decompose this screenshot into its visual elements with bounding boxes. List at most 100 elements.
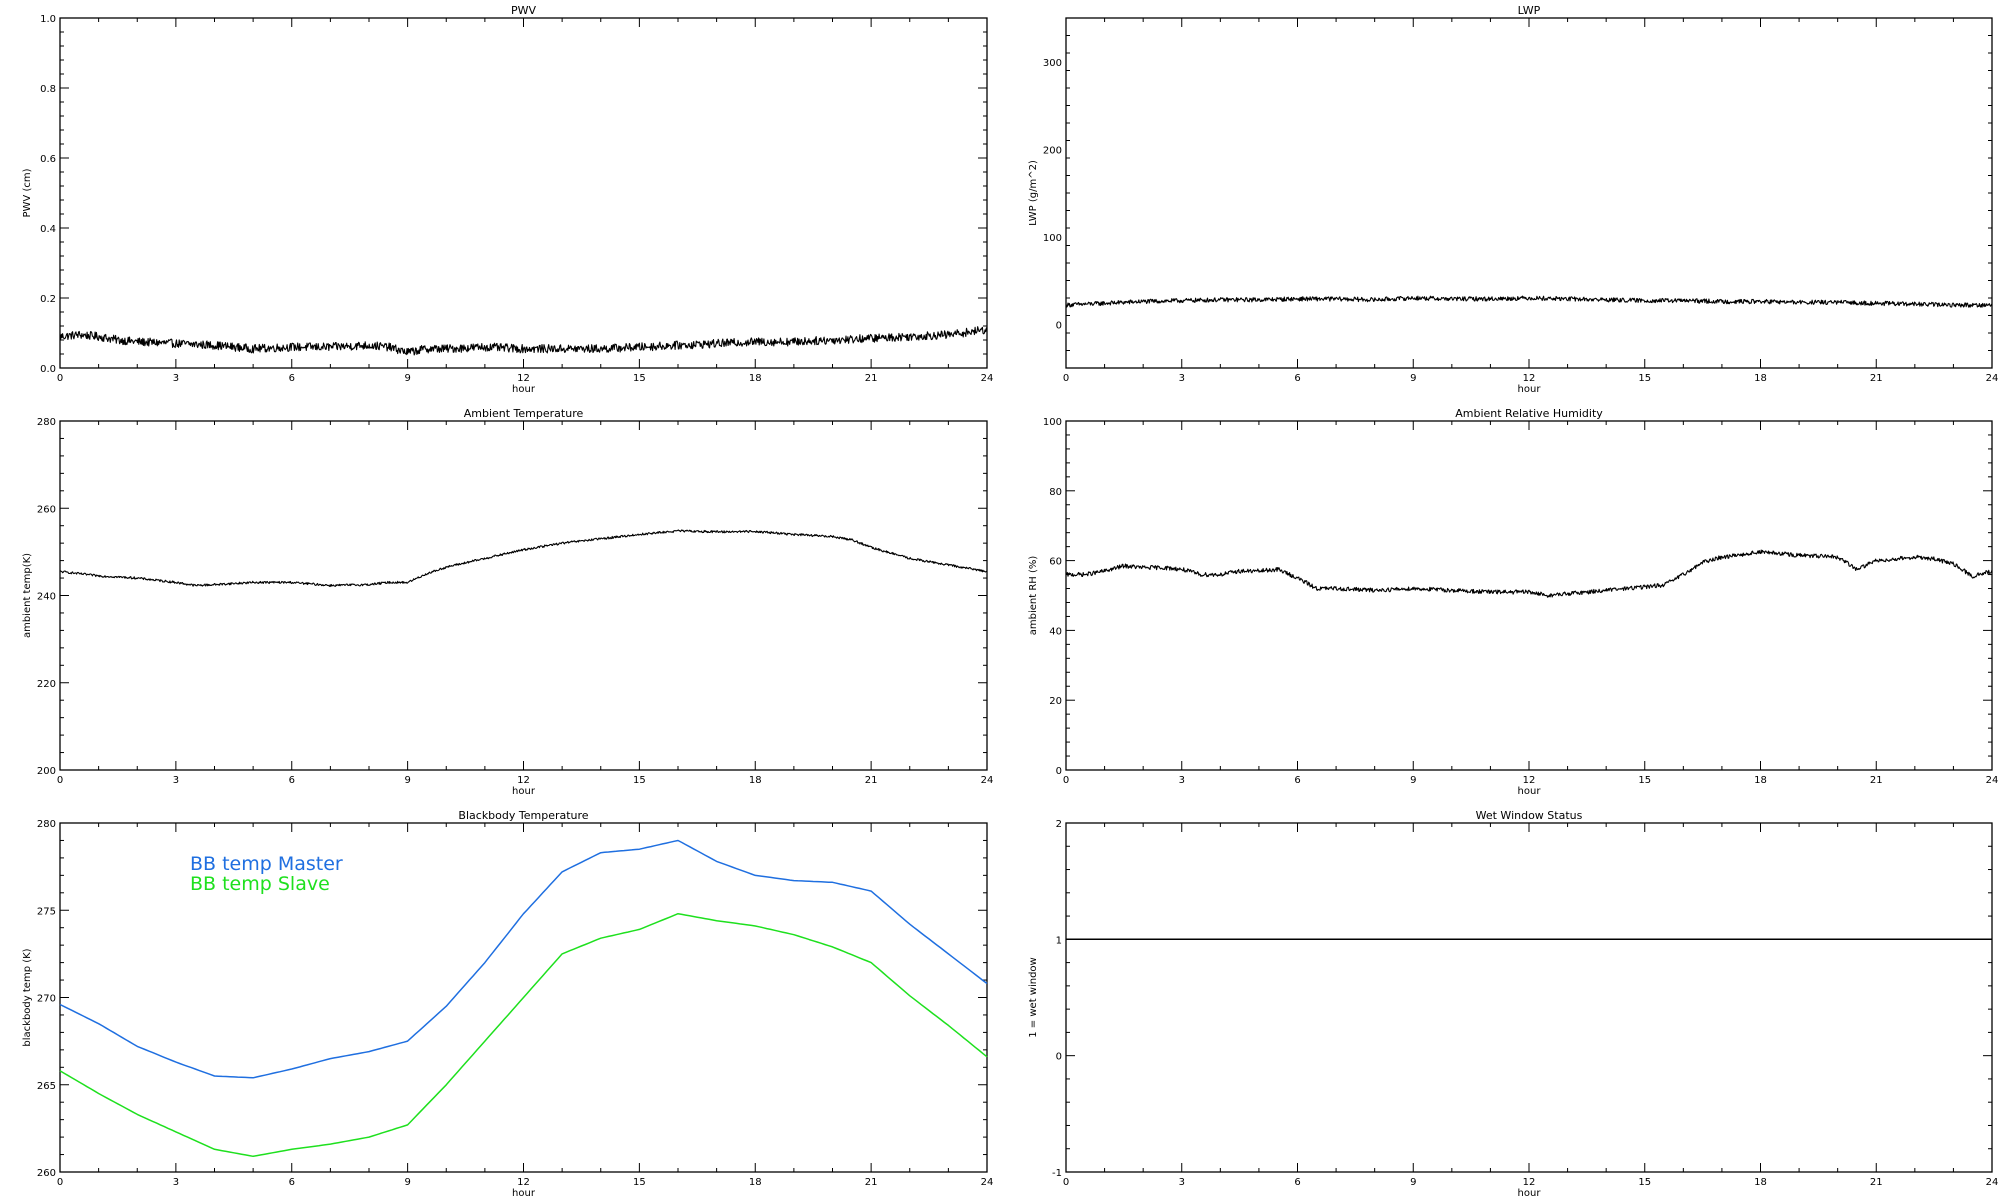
y-tick-label: 0.6 [40,154,56,165]
y-tick-label: 300 [1043,58,1062,69]
series-line-lwp [1065,295,1993,308]
y-axis-label: LWP (g/m^2) [1028,160,1039,226]
x-axis-label: hour [1518,786,1542,797]
x-tick-label: 9 [1410,373,1416,384]
x-tick-label: 12 [1523,1177,1536,1188]
y-tick-label: 1.0 [40,14,56,25]
plot-frame [1065,420,1993,771]
y-tick-label: 40 [1049,626,1062,637]
x-tick-label: 12 [1523,373,1536,384]
chart-title: Wet Window Status [1476,809,1583,822]
x-tick-label: 6 [1294,373,1300,384]
series-line-bb-temp-master [59,839,988,1079]
y-tick-label: 60 [1049,557,1062,568]
x-tick-label: 0 [1063,775,1069,786]
plot-frame [59,420,988,771]
x-tick-label: 15 [633,373,646,384]
x-tick-label: 12 [1523,775,1536,786]
y-tick-label: 0.4 [40,224,56,235]
chart-title: Blackbody Temperature [458,809,588,822]
x-tick-label: 24 [1986,1177,1999,1188]
y-tick-label: 260 [37,1168,56,1179]
plot-frame [1065,17,1993,369]
x-tick-label: 6 [1294,1177,1300,1188]
y-tick-label: 80 [1049,487,1062,498]
series-line-rh [1065,549,1993,598]
x-tick-label: 18 [749,1177,762,1188]
y-tick-label: 0 [1056,766,1062,777]
x-tick-label: 3 [173,373,179,384]
y-tick-label: -1 [1052,1168,1062,1179]
x-tick-label: 9 [404,1177,410,1188]
x-tick-label: 0 [1063,373,1069,384]
y-tick-label: 260 [37,504,56,515]
x-tick-label: 6 [289,775,295,786]
x-tick-label: 24 [1986,373,1999,384]
x-tick-label: 21 [865,373,878,384]
x-tick-label: 12 [517,1177,530,1188]
x-tick-label: 24 [981,373,994,384]
y-tick-label: 0.2 [40,294,56,305]
y-tick-label: 265 [37,1081,56,1092]
series-line-temp [60,529,988,588]
x-tick-label: 21 [1870,775,1883,786]
series-line-bb-temp-slave [59,912,988,1158]
y-tick-label: 220 [37,679,56,690]
y-tick-label: 280 [37,819,56,830]
x-tick-label: 6 [289,1177,295,1188]
x-tick-label: 21 [1870,1177,1883,1188]
x-tick-label: 18 [1754,775,1767,786]
x-tick-label: 3 [173,1177,179,1188]
x-axis-label: hour [512,1188,536,1199]
x-tick-label: 24 [1986,775,1999,786]
x-axis-label: hour [1518,384,1542,395]
x-tick-label: 6 [1294,775,1300,786]
chart-title: Ambient Temperature [464,407,584,420]
series-line-pwv [59,326,988,356]
y-axis-label: ambient temp(K) [22,553,33,638]
y-tick-label: 280 [37,417,56,428]
x-tick-label: 9 [404,373,410,384]
x-tick-label: 18 [1754,1177,1767,1188]
x-tick-label: 21 [865,1177,878,1188]
legend-entry: BB temp Slave [190,873,330,895]
chart-temp: Ambient Temperature 0 3 6 9 12 15 18 21 24 hour 200… [22,407,993,797]
x-tick-label: 15 [1638,775,1651,786]
y-tick-label: 270 [37,994,56,1005]
chart-title: Ambient Relative Humidity [1455,407,1603,420]
y-tick-label: 100 [1043,417,1062,428]
chart-title: LWP [1518,4,1541,17]
y-tick-label: 200 [1043,145,1062,156]
x-tick-label: 15 [633,775,646,786]
x-tick-label: 0 [1063,1177,1069,1188]
y-tick-label: 0 [1056,1052,1062,1063]
y-axis-label: ambient RH (%) [1028,556,1039,636]
x-tick-label: 0 [57,775,63,786]
x-tick-label: 3 [1179,1177,1185,1188]
x-tick-label: 18 [1754,373,1767,384]
y-tick-label: 2 [1056,819,1062,830]
chart-pwv: PWV 0 3 6 9 12 15 18 21 24 hour 0.0 0.2 0.4 0.6 0.8 1.0 P… [22,4,993,395]
y-tick-label: 275 [37,906,56,917]
x-tick-label: 21 [1870,373,1883,384]
y-axis-label: PWV (cm) [22,168,33,217]
x-tick-label: 15 [633,1177,646,1188]
y-tick-label: 1 [1056,935,1062,946]
y-tick-label: 200 [37,766,56,777]
y-axis-label: blackbody temp (K) [22,948,33,1046]
plot-frame [59,17,988,369]
y-tick-label: 0.0 [40,364,56,375]
x-tick-label: 9 [1410,775,1416,786]
legend-entry: BB temp Master [190,853,343,875]
x-axis-label: hour [512,786,536,797]
x-tick-label: 0 [57,373,63,384]
plot-frame [1065,822,1993,1173]
x-tick-label: 15 [1638,1177,1651,1188]
x-tick-label: 12 [517,373,530,384]
x-tick-label: 24 [981,1177,994,1188]
x-tick-label: 15 [1638,373,1651,384]
x-tick-label: 9 [1410,1177,1416,1188]
x-tick-label: 3 [1179,373,1185,384]
